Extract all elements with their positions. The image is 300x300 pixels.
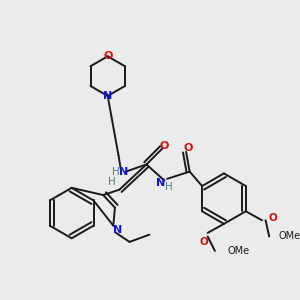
Text: O: O bbox=[268, 214, 277, 224]
Text: OMe: OMe bbox=[278, 232, 300, 242]
Text: H: H bbox=[112, 167, 120, 177]
Text: N: N bbox=[103, 91, 112, 101]
Text: N: N bbox=[156, 178, 166, 188]
Text: H: H bbox=[165, 182, 173, 192]
Text: H: H bbox=[108, 177, 116, 188]
Text: N: N bbox=[113, 225, 122, 235]
Text: O: O bbox=[183, 143, 193, 153]
Text: N: N bbox=[119, 167, 128, 177]
Text: O: O bbox=[160, 141, 169, 152]
Text: O: O bbox=[103, 51, 112, 61]
Text: OMe: OMe bbox=[227, 246, 250, 256]
Text: O: O bbox=[200, 237, 208, 247]
